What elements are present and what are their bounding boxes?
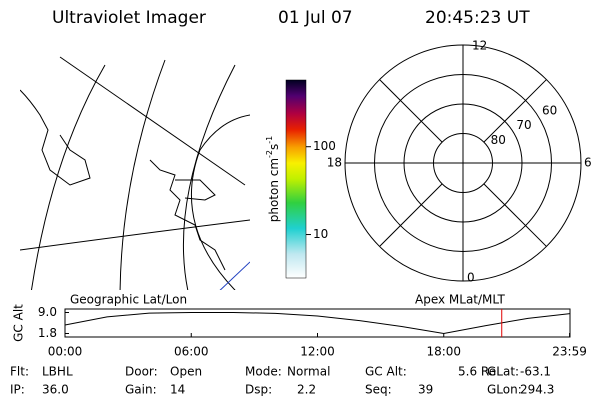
mlt-label: 12 (472, 39, 487, 53)
x-tick-label: 00:00 (48, 345, 83, 359)
y-tick-label: 1.8 (38, 326, 57, 340)
y-axis-label: GC Alt (12, 304, 26, 342)
field-value: Open (170, 365, 202, 379)
ring-label: 70 (516, 118, 531, 132)
field-value: 294.3 (520, 383, 554, 397)
date: 01 Jul 07 (278, 8, 353, 28)
x-tick-label: 06:00 (174, 345, 209, 359)
plot-frame (64, 308, 571, 338)
label-sup: -1 (265, 136, 274, 144)
colorbar-tick-label: 100 (313, 139, 336, 153)
label-part: s (267, 144, 281, 150)
ring-label: 60 (542, 103, 557, 117)
colorbar-tick-label: 10 (313, 227, 328, 241)
field-value: 36.0 (42, 383, 69, 397)
time: 20:45:23 UT (425, 8, 530, 28)
polar-diagonal (379, 79, 443, 143)
colorbar-label: photon cm-2s-1 (265, 136, 281, 223)
meridian (119, 59, 166, 290)
label-part: photon cm (267, 158, 281, 222)
field-label: Mode: (245, 365, 282, 379)
map (20, 56, 250, 290)
instrument-title: Ultraviolet Imager (52, 8, 206, 28)
parallel (20, 219, 250, 251)
coastline (149, 159, 226, 271)
field-label: Seq: (365, 383, 392, 397)
altitude-line (64, 312, 571, 335)
y-tick-label: 9.0 (38, 305, 57, 319)
coastline (175, 179, 216, 201)
x-tick-label: 23:59 (552, 345, 587, 359)
colorbar (285, 79, 307, 279)
field-value: Normal (287, 365, 330, 379)
field-label: Dsp: (245, 383, 272, 397)
colorbar-axis: 10 100 (306, 139, 336, 241)
left-label: Geographic Lat/Lon (70, 293, 187, 307)
mlt-label: 0 (467, 271, 475, 285)
altitude-strip: Geographic Lat/Lon Apex MLat/MLT GC Alt 1.8… (12, 293, 587, 359)
status-footer: Flt: LBHL Door: Open Mode: Normal GC Alt: 5.6 R… (10, 365, 554, 397)
field-label: GC Alt: (365, 365, 407, 379)
right-label: Apex MLat/MLT (415, 293, 505, 307)
ring-label: 80 (491, 133, 506, 147)
coastline (219, 261, 250, 290)
x-tick-label: 18:00 (426, 345, 461, 359)
meridian (59, 56, 246, 186)
field-value: 2.2 (297, 383, 316, 397)
field-label: GLat: (487, 365, 519, 379)
polar-ring (403, 103, 523, 223)
field-value: -63.1 (520, 365, 551, 379)
field-value: LBHL (42, 365, 73, 379)
latitude-circle (190, 114, 250, 290)
label-sup: -2 (265, 150, 274, 158)
meridian (182, 64, 236, 290)
x-tick-label: 12:00 (300, 345, 335, 359)
field-value: 39 (418, 383, 433, 397)
field-value: 14 (170, 383, 185, 397)
coastline (20, 89, 91, 186)
mlt-label: 18 (327, 156, 342, 170)
field-value: 5.6 Re (458, 365, 496, 379)
polar-ring (433, 133, 493, 193)
polar-ring (374, 74, 552, 252)
meridian (31, 64, 106, 290)
polar-diagonal (379, 183, 443, 247)
field-label: Flt: (10, 365, 29, 379)
field-label: GLon: (487, 383, 522, 397)
polar-diagonal (483, 183, 547, 247)
mlt-label: 6 (584, 156, 592, 170)
field-label: Door: (125, 365, 158, 379)
field-label: IP: (10, 383, 25, 397)
polar-diagonal (483, 79, 547, 143)
field-label: Gain: (125, 383, 157, 397)
